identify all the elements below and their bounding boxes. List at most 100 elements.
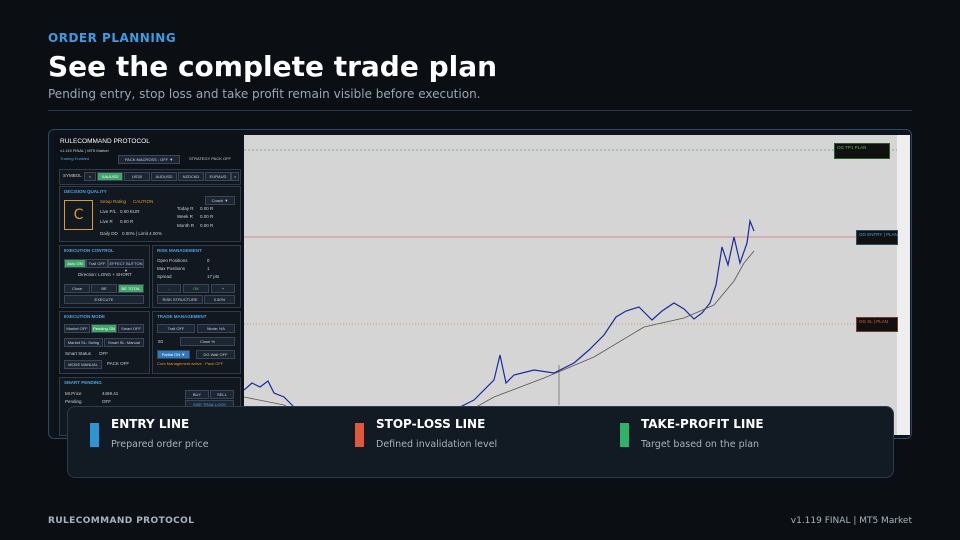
smart-sl[interactable]: Smart SL: Manual <box>104 338 144 347</box>
legend-title: TAKE-PROFIT LINE <box>641 417 764 431</box>
row-value: 0.00% | Limit 4.00% <box>122 231 162 236</box>
prev[interactable]: < <box>84 172 96 181</box>
plus[interactable]: + <box>211 284 235 293</box>
direction: Direction: LONG + SHORT <box>78 272 132 277</box>
smart-status: Smart Status <box>65 351 92 356</box>
be[interactable]: BE <box>91 284 117 293</box>
trail[interactable]: Trail OFF <box>157 324 195 333</box>
sell[interactable]: SELL <box>210 390 234 399</box>
panel-title: RULECOMMAND PROTOCOL <box>60 138 150 145</box>
symbol[interactable]: AUDUSD <box>151 172 177 181</box>
pending-label: Pending <box>65 399 82 404</box>
row-label: Setup Rating <box>100 199 127 204</box>
tp-label: OG TP1 PLAN <box>837 145 867 150</box>
legend-title: ENTRY LINE <box>111 417 190 431</box>
buy[interactable]: BUY <box>185 390 209 399</box>
status: Trading Enabled <box>60 156 90 161</box>
note: Core Management active · Pack OFF <box>157 361 224 366</box>
trail[interactable]: Trail OFF <box>86 259 108 268</box>
row-value: 0.00 EUR <box>120 209 140 214</box>
row-value: 0 <box>207 258 210 263</box>
pending[interactable]: Pending ON <box>91 324 117 333</box>
entry-label: OG ENTRY | PLAN <box>859 232 898 237</box>
stat-value: 0.00 R <box>200 214 214 219</box>
price-label: Mr.Price <box>65 391 82 396</box>
row-label: Open Positions <box>157 258 188 263</box>
legend-title: STOP-LOSS LINE <box>376 417 486 431</box>
row-value: 1 <box>207 266 210 271</box>
risk-value[interactable]: 0.50% <box>204 295 235 304</box>
mode[interactable]: MODE MANUAL <box>64 360 102 369</box>
symbol-label: SYMBOL <box>63 173 82 178</box>
effect[interactable]: EFFECT BUTTON ▼ <box>108 259 144 273</box>
sl-label-box: OG SL | PLAN <box>856 317 898 332</box>
section-title: EXECUTION MODE <box>64 314 106 319</box>
footer-brand: RULECOMMAND PROTOCOL <box>48 516 195 526</box>
section-title: DECISION QUALITY <box>64 189 107 194</box>
stat-label: Month R <box>177 223 195 228</box>
mode[interactable]: Mode: HA <box>197 324 235 333</box>
row-value: CAUTION <box>133 199 154 204</box>
symbol[interactable]: NZDCAD <box>178 172 204 181</box>
row-label: Live P/L <box>100 209 117 214</box>
tp-swatch <box>620 423 629 447</box>
symbol[interactable]: EURAUD <box>205 172 231 181</box>
section-title: TRADE MANAGEMENT <box>157 314 207 319</box>
market[interactable]: Market OFF <box>64 324 90 333</box>
decision-quality <box>59 186 241 242</box>
pack-macross[interactable]: PACK MACROSS : OFF ▼ <box>118 155 180 164</box>
smart-status-value: OFF <box>99 351 108 356</box>
divider <box>48 110 912 111</box>
close[interactable]: Close <box>64 284 90 293</box>
stat-label: Week R <box>177 214 193 219</box>
title: See the complete trade plan <box>48 50 498 83</box>
partial-value: 50 <box>158 339 164 344</box>
coach[interactable]: Coach ▼ <box>205 196 235 205</box>
auto[interactable]: Auto ON <box>64 259 86 268</box>
section-title: EXECUTION CONTROL <box>64 248 114 253</box>
grade: C <box>64 200 93 230</box>
row-value: 0.00 R <box>120 219 134 224</box>
row-label: Max Positions <box>157 266 186 271</box>
symbol[interactable]: US30 <box>124 172 150 181</box>
strategy-pack: STRATEGY PACK OFF <box>188 156 231 161</box>
market-sl[interactable]: Market SL: Swing <box>64 338 103 347</box>
price: 4469.41 <box>102 391 119 396</box>
row-label: Live R <box>100 219 113 224</box>
legend-card <box>67 406 894 478</box>
stat-value: 0.00 R <box>200 223 214 228</box>
symbol[interactable]: XAUUSD <box>97 172 123 181</box>
legend-description: Prepared order price <box>111 439 209 450</box>
legend-description: Defined invalidation level <box>376 439 498 450</box>
sl-swatch <box>355 423 364 447</box>
subtitle: Pending entry, stop loss and take profit… <box>48 87 481 101</box>
ok[interactable]: OK <box>183 284 209 293</box>
be-total[interactable]: BE TOTAL <box>118 284 144 293</box>
section-title: RISK MANAGEMENT <box>157 248 202 253</box>
stat-label: Today R <box>177 206 194 211</box>
entry-label-box: OG ENTRY | PLAN <box>856 230 898 245</box>
tp-label-box: OG TP1 PLAN <box>834 143 890 159</box>
eyebrow: ORDER PLANNING <box>48 31 177 45</box>
smart[interactable]: Smart OFF <box>118 324 144 333</box>
minus[interactable]: - <box>157 284 181 293</box>
entry-swatch <box>90 423 99 447</box>
chart-bg <box>244 135 897 435</box>
row-label: Daily DD <box>100 231 118 236</box>
dg-wait[interactable]: DG Wait OFF <box>196 350 235 359</box>
footer-version: v1.119 FINAL | MT5 Market <box>790 516 912 526</box>
next[interactable]: > <box>231 172 239 181</box>
stat-value: 0.00 R <box>200 206 214 211</box>
legend-description: Target based on the plan <box>641 439 760 450</box>
execute[interactable]: EXECUTE <box>64 295 144 304</box>
section-title: SMART PENDING <box>64 380 102 385</box>
pack: PACK OFF <box>107 361 130 366</box>
risk-structure[interactable]: RISK STRUCTURE <box>157 295 203 304</box>
close-pct[interactable]: Close % <box>180 337 235 346</box>
row-label: Spread <box>157 274 172 279</box>
panel-version: v1.119 FINAL | MT5 Market <box>60 148 109 153</box>
partial[interactable]: Partial ON ▼ <box>157 350 190 359</box>
sl-label: OG SL | PLAN <box>859 319 889 324</box>
price-scale <box>897 135 910 435</box>
